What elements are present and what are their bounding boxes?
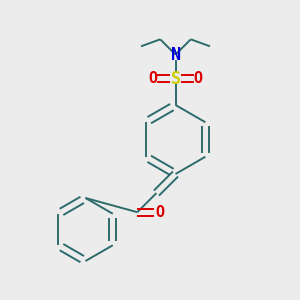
Text: O: O (148, 71, 158, 86)
Text: O: O (155, 205, 164, 220)
Text: S: S (170, 70, 181, 88)
Text: N: N (170, 46, 181, 64)
Text: O: O (194, 71, 202, 86)
